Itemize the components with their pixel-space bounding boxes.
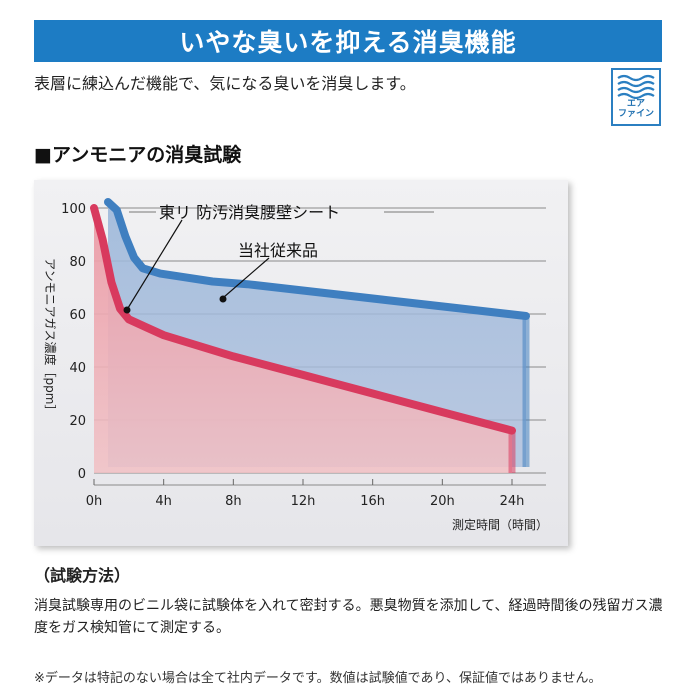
banner-title: いやな臭いを抑える消臭機能 <box>34 20 662 62</box>
x-tick-label: 0h <box>86 494 103 509</box>
callout-dot-blue <box>219 295 227 303</box>
x-tick-label: 20h <box>430 494 455 509</box>
data-point <box>176 275 179 278</box>
y-tick-label: 20 <box>69 414 86 429</box>
y-axis-label: アンモニアガス濃度［ppm］ <box>43 258 58 416</box>
data-point <box>124 235 127 238</box>
data-point <box>385 298 388 302</box>
data-point <box>371 392 374 395</box>
badge-line1: エア <box>626 99 645 109</box>
x-tick-label: 8h <box>225 494 242 509</box>
callout-dot-red <box>123 306 131 314</box>
data-point <box>455 306 458 310</box>
method-title: （試験方法） <box>34 566 131 585</box>
chart-panel: 0 20 40 60 80 100 0h 4h 8h 12h 16h 20h 24h 東リ 防汚消臭腰壁シ… <box>34 180 568 546</box>
data-point <box>246 282 249 286</box>
data-point <box>315 290 319 294</box>
air-wave-icon <box>617 74 655 99</box>
data-point <box>115 208 118 212</box>
data-point <box>132 256 136 259</box>
data-point <box>524 314 528 318</box>
x-axis-label: 測定時間（時間） <box>452 517 548 532</box>
data-point <box>106 200 110 204</box>
x-tick-label: 12h <box>291 494 316 509</box>
data-point <box>162 334 165 337</box>
ammonia-chart: 0 20 40 60 80 100 0h 4h 8h 12h 16h 20h 24h 東リ 防汚消臭腰壁シ… <box>43 198 548 532</box>
data-point <box>141 267 145 270</box>
y-tick-label: 80 <box>69 255 86 270</box>
x-tick-label: 24h <box>500 494 525 509</box>
data-point <box>159 272 162 275</box>
data-point <box>127 318 131 321</box>
data-point <box>101 238 104 241</box>
footnote: ※データは特記のない場合は全て社内データです。数値は試験値であり、保証値ではあり… <box>34 671 602 686</box>
x-tick-label: 4h <box>155 494 172 509</box>
y-tick-label: 60 <box>69 308 86 323</box>
y-tick-label: 0 <box>78 467 86 482</box>
intro-text: 表層に練込んだ機能で、気になる臭いを消臭します。 <box>34 74 416 93</box>
banner-title-text: いやな臭いを抑える消臭機能 <box>179 28 517 57</box>
y-tick-label: 100 <box>61 202 86 217</box>
badge-line2: ファイン <box>617 109 654 119</box>
data-point <box>92 206 96 210</box>
section-title: ■アンモニアの消臭試験 <box>34 144 242 166</box>
data-point <box>118 307 122 310</box>
data-point <box>145 326 148 329</box>
callout-pointer-blue <box>223 257 270 298</box>
data-point <box>211 280 214 283</box>
x-tick-label: 16h <box>360 494 385 509</box>
callout-pointer-red <box>127 219 183 309</box>
data-point <box>301 373 305 377</box>
y-tick-label: 40 <box>69 361 86 376</box>
data-point <box>441 410 444 414</box>
air-fine-badge: エア ファイン <box>611 68 661 126</box>
data-point <box>232 355 235 358</box>
data-point <box>197 344 200 347</box>
data-point <box>510 429 514 432</box>
legend-label-red: 東リ 防汚消臭腰壁シート <box>159 203 340 222</box>
method-text: 消臭試験専用のビニル袋に試験体を入れて密封する。悪臭物質を添加して、経過時間後の… <box>34 598 663 636</box>
data-point <box>110 281 113 284</box>
legend-label-blue: 当社従来品 <box>238 241 318 260</box>
